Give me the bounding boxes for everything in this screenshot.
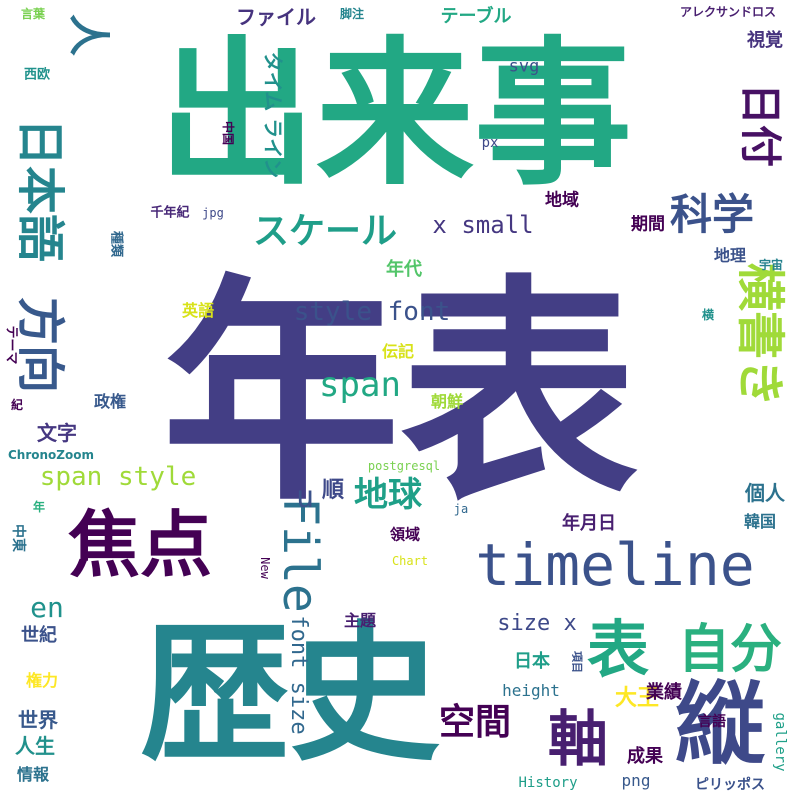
word-chuutou: 中東 [10, 524, 26, 552]
word-kojin: 個人 [745, 481, 785, 505]
word-seika: 成果 [627, 746, 663, 767]
word-x-small: x small [432, 211, 534, 239]
word-en: en [30, 591, 64, 624]
word-ki: 紀 [10, 398, 24, 412]
word-nendai: 年代 [386, 259, 422, 280]
word-sekai: 世界 [18, 708, 58, 732]
word-ja: ja [453, 502, 469, 516]
word-shudai: 主題 [343, 611, 377, 630]
word-span: span [319, 365, 401, 405]
word-span-style: span style [39, 462, 197, 492]
word-shurui: 種類 [108, 230, 124, 258]
word-kotoba: 言葉 [20, 7, 46, 21]
word-table: テーブル [440, 6, 512, 27]
word-jiku: 軸 [548, 705, 608, 775]
word-sennenki: 千年紀 [150, 205, 190, 221]
word-new: New [258, 557, 272, 579]
word-chiri: 地理 [713, 246, 747, 265]
word-philippos: ピリッポス [695, 777, 765, 793]
word-rekishi: 歴史 [139, 608, 441, 782]
word-kyakuchuu: 脚注 [339, 7, 365, 21]
word-font-size: font size [286, 615, 311, 735]
word-nihon: 日本 [514, 651, 550, 672]
word-png: png [621, 771, 651, 790]
word-timeline: timeline [475, 531, 755, 599]
word-daiou: 大王 [614, 686, 660, 711]
word-nihongo: 日本語 [12, 117, 68, 263]
word-eigo: 英語 [181, 301, 215, 320]
word-chousen: 朝鮮 [430, 392, 464, 411]
word-height: height [502, 681, 560, 700]
word-uchuu: 宇宙 [758, 258, 784, 272]
word-history: History [518, 775, 578, 791]
word-px: px [481, 135, 499, 151]
word-shouten: 焦点 [67, 503, 213, 587]
word-seiou: 西欧 [23, 67, 51, 83]
word-alexandros: アレクサンドロス [679, 5, 777, 19]
word-hito: 人 [64, 13, 113, 57]
word-jinsei: 人生 [15, 734, 55, 758]
word-yoko: 横 [701, 308, 715, 322]
word-timeline-kana: タイム ライン [261, 51, 285, 179]
word-file-kana: ファイル [236, 5, 316, 29]
word-chikyuu: 地球 [354, 475, 422, 515]
word-yokogaki: 横書き [732, 262, 788, 408]
word-kagaku: 科学 [669, 190, 755, 239]
word-chronozoom: ChronoZoom [8, 448, 94, 462]
word-style-font: style font [293, 297, 451, 327]
word-kikan: 期間 [631, 214, 665, 235]
word-ryouiki: 領域 [389, 525, 421, 544]
word-size-x: size x [497, 611, 577, 636]
word-scale: スケール [252, 211, 398, 252]
word-hyou: 表 [586, 613, 650, 686]
word-seiken: 政権 [93, 392, 127, 411]
word-theme: テーマ [3, 325, 19, 365]
word-nenpyo: 年表 [162, 256, 638, 533]
word-moji: 文字 [37, 421, 77, 445]
word-kankoku: 韓国 [743, 512, 777, 531]
word-denki: 伝記 [381, 342, 415, 361]
word-postgresql: postgresql [367, 459, 441, 473]
word-gyouseki: 業績 [646, 682, 682, 703]
word-kenryoku: 権力 [25, 671, 59, 690]
word-shikaku: 視覚 [747, 30, 783, 51]
word-houkou: 方向 [12, 296, 68, 394]
word-gengo: 言語 [698, 714, 726, 730]
word-u: u [295, 480, 315, 515]
word-jouhou: 情報 [16, 765, 50, 784]
word-svg: svg [508, 56, 540, 77]
word-tate: 縦 [675, 672, 765, 777]
word-jun: 順 [321, 478, 345, 503]
word-chart: Chart [391, 554, 429, 568]
word-nen: 年 [32, 500, 46, 514]
word-koumoku: 項目 [570, 651, 584, 673]
word-jpg: jpg [202, 206, 224, 220]
word-kuukan: 空間 [438, 702, 512, 743]
word-dekigoto: 出来事 [158, 23, 632, 207]
word-seiki: 世紀 [21, 625, 57, 646]
word-hizuke: 日付 [736, 82, 785, 168]
word-chuugoku: 中国 [221, 120, 235, 146]
word-chiiki: 地域 [545, 190, 579, 211]
word-jibun: 自分 [677, 620, 783, 680]
word-nengappi: 年月日 [562, 513, 616, 534]
word-gallery: gallery [772, 712, 788, 772]
